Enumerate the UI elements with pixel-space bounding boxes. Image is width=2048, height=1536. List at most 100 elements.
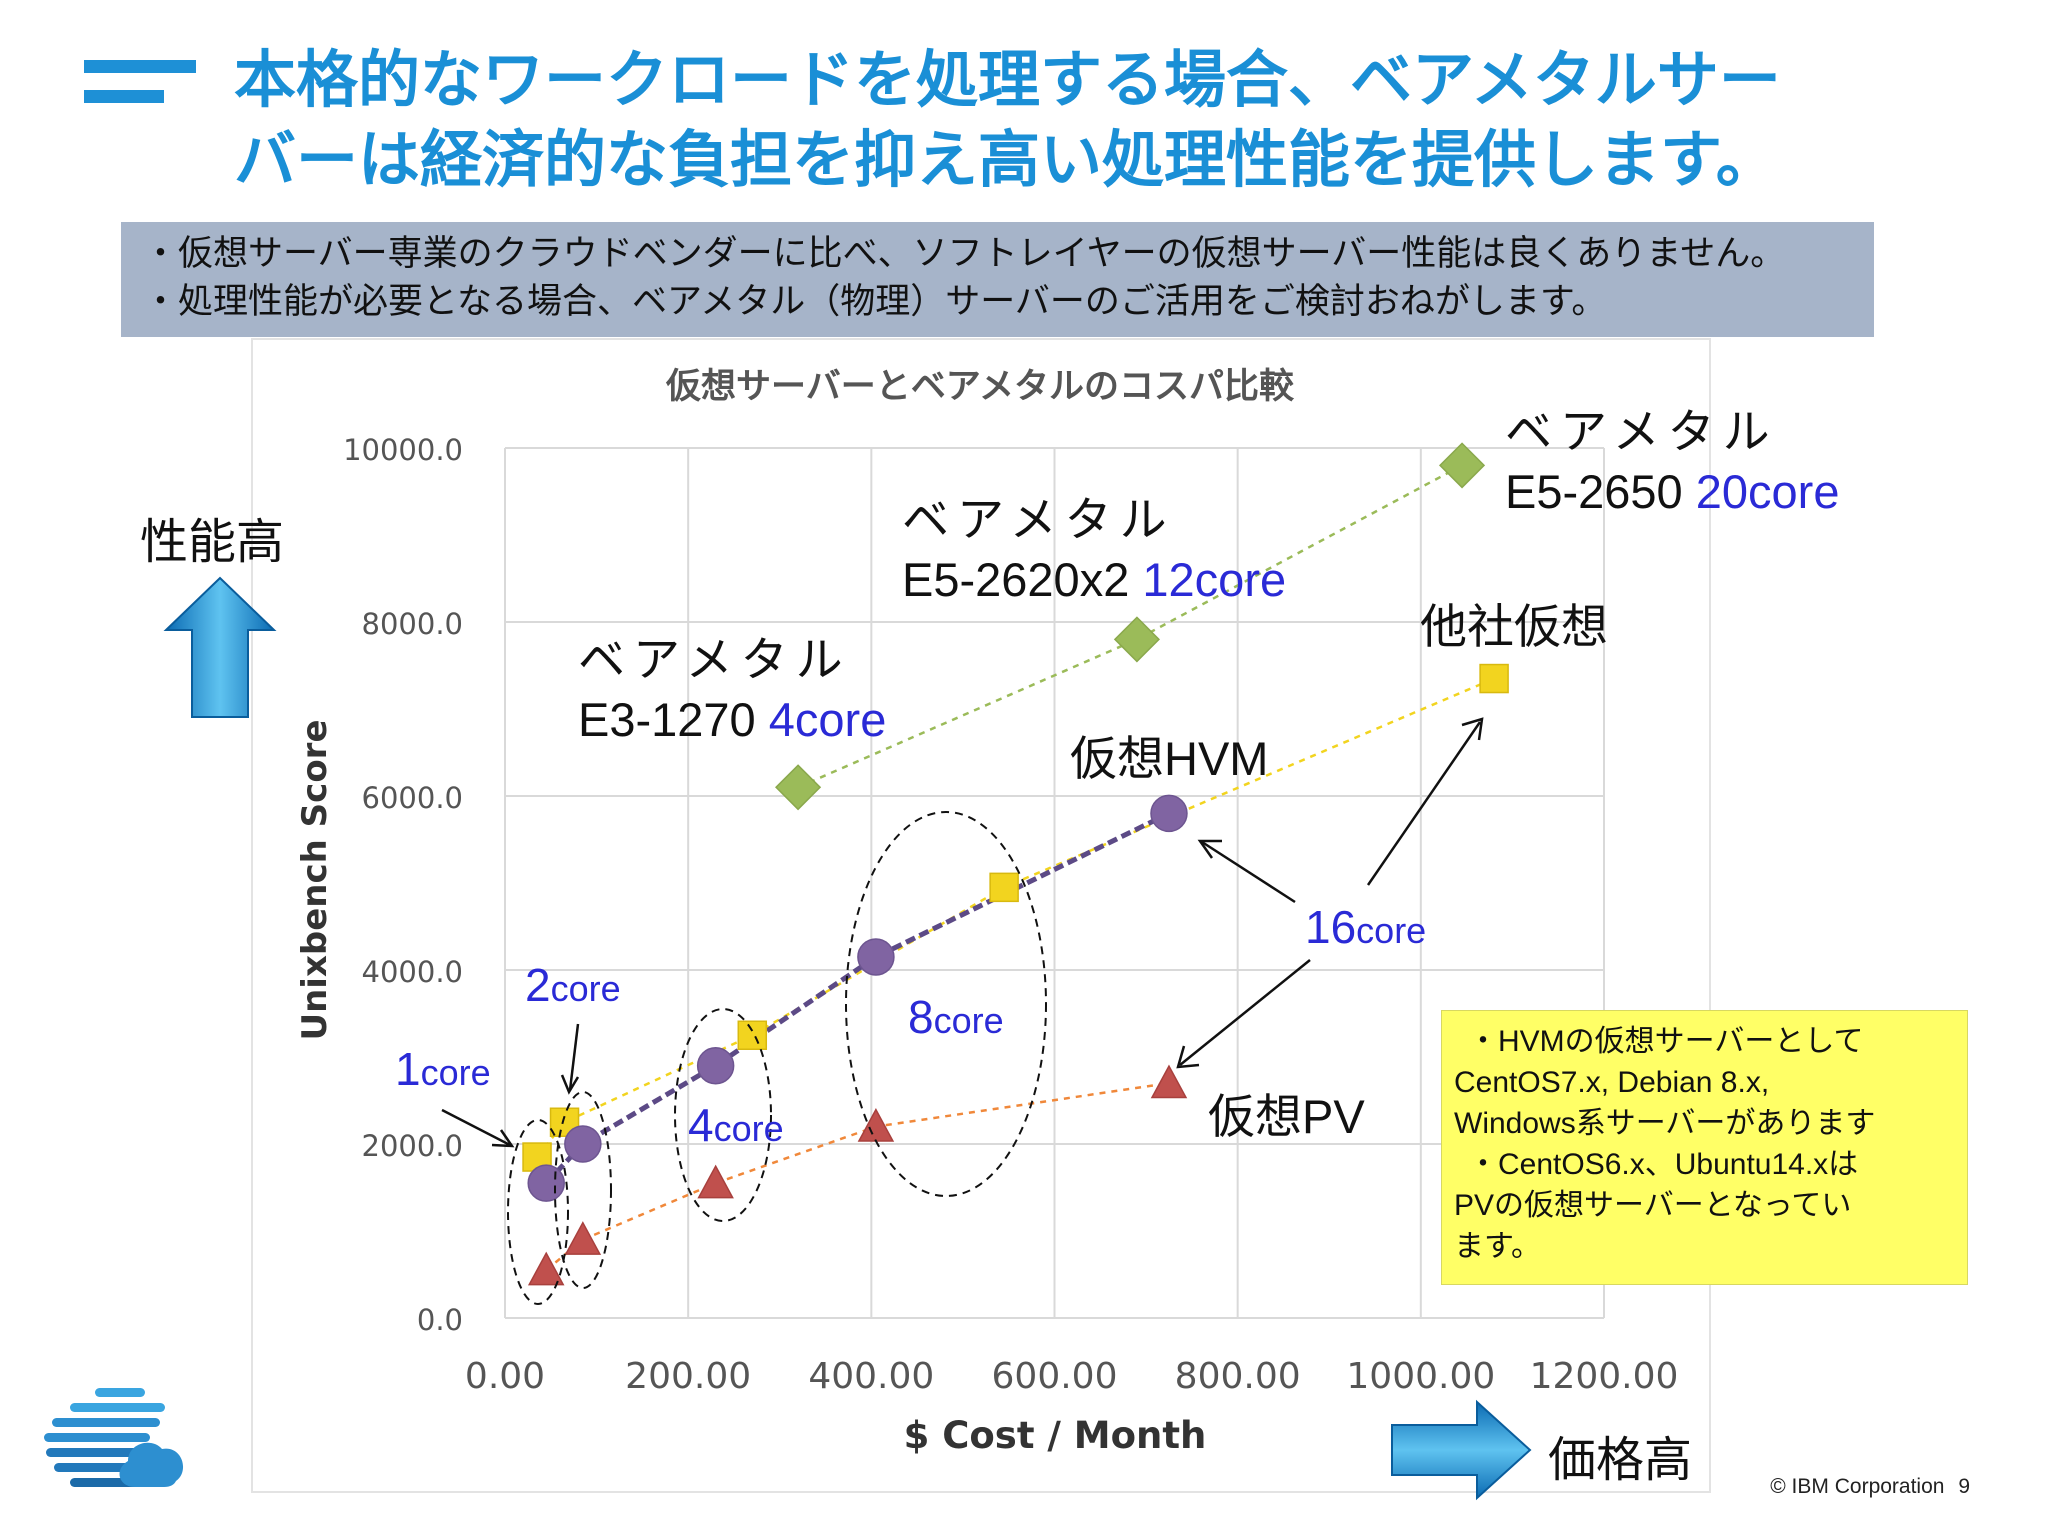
label-bm-e3-core: 4core bbox=[768, 693, 887, 746]
footer-copyright: © IBM Corporation bbox=[1770, 1475, 1945, 1498]
callout-line-3: Windows系サーバーがあります bbox=[1454, 1107, 1876, 1140]
x-tick-label: 1200.00 bbox=[1530, 1356, 1679, 1397]
callout-line-4: ・CentOS6.x、Ubuntu14.xは bbox=[1468, 1148, 1859, 1181]
ellipse-8core bbox=[845, 811, 1047, 1197]
label-bm-e5-2620-spec: E5-2620x2 12core bbox=[902, 550, 1286, 610]
callout-line-1: ・HVMの仮想サーバーとして bbox=[1468, 1025, 1864, 1058]
point-square bbox=[549, 1107, 580, 1137]
title-accent-bar-bottom bbox=[84, 90, 164, 103]
label-bm-e5-2620-cpu: E5-2620x2 bbox=[902, 553, 1143, 606]
label-core-16-num: 16 bbox=[1305, 901, 1357, 953]
point-triangle bbox=[527, 1251, 565, 1286]
point-circle bbox=[857, 938, 895, 976]
label-bm-e3-name: ベアメタル bbox=[578, 633, 851, 686]
arrowhead-16core-hvm bbox=[1197, 839, 1222, 859]
page-title: 本格的なワークロードを処理する場合、ベアメタルサー バーは経済的な負担を抑え高い… bbox=[234, 40, 2014, 200]
label-bm-e5-2620-name: ベアメタル bbox=[902, 493, 1175, 546]
ellipse-1core bbox=[507, 1119, 569, 1305]
callout-line-2: CentOS7.x, Debian 8.x, bbox=[1454, 1066, 1770, 1099]
label-core-4-unit: core bbox=[713, 1108, 784, 1149]
arrow-2core bbox=[568, 1023, 580, 1091]
arrow-16core-pv bbox=[1179, 959, 1311, 1066]
point-square bbox=[1479, 663, 1509, 694]
performance-up-arrow-icon bbox=[163, 576, 277, 718]
ellipse-2core bbox=[554, 1091, 612, 1289]
callout-line-6: ます。 bbox=[1454, 1230, 1541, 1263]
point-diamond bbox=[1438, 442, 1486, 489]
cloud-logo-stripes bbox=[44, 1388, 165, 1487]
y-tick-label: 4000.0 bbox=[362, 955, 463, 989]
ellipse-4core bbox=[674, 1008, 772, 1222]
x-tick-label: 200.00 bbox=[625, 1356, 751, 1397]
page-title-line-2: バーは経済的な負担を抑え高い処理性能を提供します。 bbox=[234, 123, 1778, 196]
label-bm-e3-spec: E3-1270 4core bbox=[578, 690, 886, 750]
cloud-logo bbox=[44, 1388, 184, 1487]
label-perf-high: 性能高 bbox=[140, 514, 285, 570]
label-virtual-pv: 仮想PV bbox=[1208, 1090, 1365, 1143]
label-core-16: 16core bbox=[1305, 900, 1426, 954]
label-core-16-unit: core bbox=[1356, 910, 1427, 951]
arrowhead-16core-pv bbox=[1176, 1045, 1200, 1069]
arrow-16core-hvm bbox=[1201, 840, 1296, 904]
x-tick-label: 1000.00 bbox=[1346, 1356, 1495, 1397]
trend-line-circle bbox=[544, 811, 1171, 1185]
y-tick-label: 8000.0 bbox=[362, 607, 463, 641]
point-square bbox=[737, 1020, 768, 1050]
price-right-arrow-icon bbox=[1391, 1399, 1532, 1501]
footer: © IBM Corporation 9 bbox=[1770, 1475, 1970, 1499]
label-bm-e5-2650-core: 20core bbox=[1695, 465, 1840, 518]
label-bm-e5-2650-name: ベアメタル bbox=[1505, 405, 1778, 458]
point-circle bbox=[1150, 794, 1188, 833]
trend-line-triangle bbox=[545, 1081, 1170, 1272]
notes-box: ・仮想サーバー専業のクラウドベンダーに比べ、ソフトレイヤーの仮想サーバー性能は良… bbox=[121, 222, 1874, 337]
label-price-high: 価格高 bbox=[1548, 1432, 1693, 1488]
x-tick-label: 0.00 bbox=[465, 1356, 545, 1397]
label-core-2: 2core bbox=[525, 958, 621, 1012]
x-tick-label: 600.00 bbox=[992, 1356, 1118, 1397]
title-accent-bar-top bbox=[84, 60, 196, 73]
arrow-16core-other bbox=[1366, 721, 1482, 886]
label-core-1-unit: core bbox=[420, 1052, 491, 1093]
chart-frame bbox=[251, 338, 1711, 1493]
label-bm-e3: ベアメタル E3-1270 4core bbox=[578, 630, 886, 750]
cloud-logo-shape bbox=[119, 1442, 184, 1487]
label-core-1: 1core bbox=[395, 1042, 491, 1096]
point-circle bbox=[564, 1125, 602, 1163]
point-square bbox=[989, 872, 1019, 903]
x-tick-label: 800.00 bbox=[1175, 1356, 1301, 1397]
label-bm-e5-2650: ベアメタル E5-2650 20core bbox=[1505, 402, 1839, 522]
label-core-8: 8core bbox=[908, 990, 1004, 1044]
point-circle bbox=[527, 1164, 565, 1202]
label-core-4-num: 4 bbox=[688, 1099, 714, 1151]
callout-line-5: PVの仮想サーバーとなってい bbox=[1454, 1189, 1852, 1222]
footer-page-number: 9 bbox=[1958, 1475, 1970, 1498]
x-axis-label: $ Cost / Month bbox=[904, 1414, 1207, 1457]
trend-line-diamond bbox=[797, 464, 1463, 789]
label-core-8-num: 8 bbox=[908, 991, 934, 1043]
label-bm-e5-2650-spec: E5-2650 20core bbox=[1505, 462, 1839, 522]
arrowhead-1core bbox=[491, 1129, 515, 1148]
label-core-8-unit: core bbox=[933, 1000, 1004, 1041]
arrowhead-2core bbox=[560, 1074, 580, 1095]
point-diamond bbox=[1113, 616, 1160, 663]
arrow-1core bbox=[441, 1108, 511, 1147]
point-triangle bbox=[1150, 1064, 1188, 1099]
y-tick-label: 0.0 bbox=[417, 1303, 463, 1337]
label-core-4: 4core bbox=[688, 1098, 784, 1152]
point-circle bbox=[696, 1046, 735, 1085]
label-virtual-hvm: 仮想HVM bbox=[1070, 732, 1269, 785]
label-core-1-num: 1 bbox=[395, 1043, 421, 1095]
note-line-2: ・処理性能が必要となる場合、ベアメタル（物理）サーバーのご活用をご検討おねがしま… bbox=[143, 282, 1607, 322]
y-tick-label: 10000.0 bbox=[343, 433, 463, 467]
annotation-arrows bbox=[441, 717, 1484, 1148]
label-core-2-unit: core bbox=[550, 968, 621, 1009]
label-bm-e3-cpu: E3-1270 bbox=[578, 693, 769, 746]
y-tick-label: 6000.0 bbox=[362, 781, 463, 815]
point-triangle bbox=[697, 1164, 734, 1199]
point-triangle bbox=[564, 1221, 602, 1255]
callout-box: ・HVMの仮想サーバーとして CentOS7.x, Debian 8.x, Wi… bbox=[1441, 1010, 1968, 1285]
y-tick-label: 2000.0 bbox=[362, 1129, 463, 1163]
y-axis-label: Unixbench Score bbox=[295, 719, 335, 1040]
x-tick-label: 400.00 bbox=[808, 1356, 934, 1397]
